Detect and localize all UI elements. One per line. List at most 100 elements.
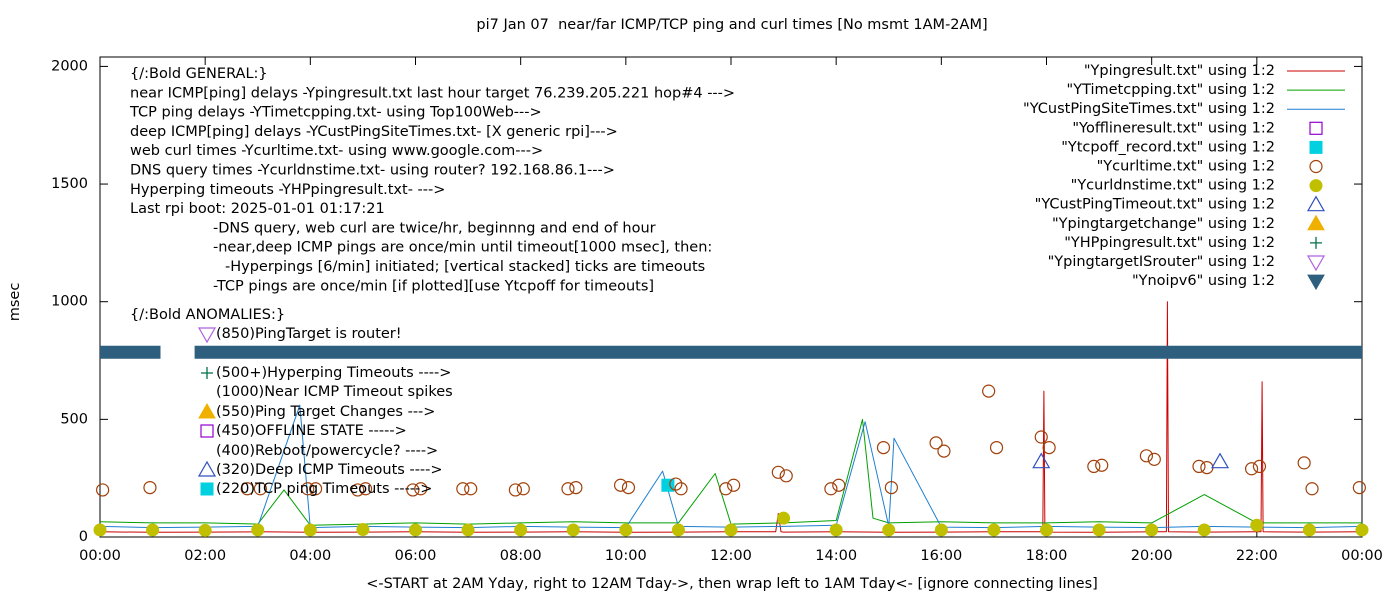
legend-label: "Yofflineresult.txt" using 1:2 — [1072, 120, 1275, 136]
point — [613, 478, 628, 492]
point — [621, 480, 636, 495]
point — [514, 523, 528, 537]
legend-swatch — [1307, 274, 1325, 291]
point — [1244, 462, 1259, 476]
legend-label: "YCustPingSiteTimes.txt" using 1:2 — [1023, 101, 1275, 117]
annotation-marker — [197, 460, 217, 477]
annotation: (850)PingTarget is router! — [216, 326, 402, 342]
point — [771, 465, 785, 479]
point — [1095, 458, 1109, 472]
annotation: DNS query times -Ycurldnstime.txt- using… — [130, 163, 615, 179]
point — [146, 523, 160, 537]
y-tick-label: 0 — [79, 529, 88, 545]
x-tick-label: 20:00 — [1131, 548, 1173, 564]
annotation: web curl times -Ycurltime.txt- using www… — [130, 143, 543, 159]
annotation: (1000)Near ICMP Timeout spikes — [216, 384, 453, 400]
legend-swatch — [1309, 121, 1323, 135]
annotation: Hyperping timeouts -YHPpingresult.txt- -… — [130, 182, 445, 198]
point — [1087, 459, 1101, 474]
point — [93, 523, 107, 537]
x-tick-label: 16:00 — [920, 548, 962, 564]
annotation: -DNS query, web curl are twice/hr, begin… — [213, 220, 656, 236]
point — [937, 444, 951, 458]
legend-swatch — [1310, 236, 1322, 249]
annotation-marker — [197, 327, 217, 344]
x-tick-label: 18:00 — [1026, 548, 1068, 564]
point — [989, 440, 1004, 455]
legend-label: "Ypingresult.txt" using 1:2 — [1084, 63, 1275, 79]
annotation: -near,deep ICMP pings are once/min until… — [213, 240, 712, 256]
point — [1252, 459, 1267, 474]
legend-swatch — [1306, 255, 1326, 272]
point — [198, 523, 212, 537]
point — [301, 482, 315, 496]
x-tick-label: 06:00 — [395, 548, 437, 564]
annotation: deep ICMP[ping] delays -YCustPingSiteTim… — [130, 124, 618, 140]
annotation: (400)Reboot/powercycle? ----> — [216, 443, 438, 459]
point — [1147, 452, 1161, 466]
point — [143, 480, 157, 495]
point — [929, 436, 943, 450]
x-tick-label: 08:00 — [500, 548, 542, 564]
chart-title: pi7 Jan 07 near/far ICMP/TCP ping and cu… — [476, 17, 987, 33]
point — [251, 523, 265, 537]
annotation: -Hyperpings [6/min] initiated; [vertical… — [225, 259, 705, 275]
point — [464, 482, 478, 496]
annotation-marker — [201, 367, 213, 379]
point — [884, 480, 898, 495]
point — [779, 469, 793, 483]
point — [561, 482, 575, 496]
point — [409, 523, 422, 537]
x-tick-label: 04:00 — [289, 548, 331, 564]
annotation: (500+)Hyperping Timeouts ----> — [216, 365, 451, 381]
point — [619, 523, 633, 537]
point — [240, 482, 254, 496]
annotation-marker — [198, 402, 216, 419]
point — [832, 478, 846, 492]
point — [356, 522, 370, 536]
annotation: Last rpi boot: 2025-01-01 01:17:21 — [130, 201, 385, 217]
point — [882, 523, 896, 537]
point — [719, 482, 733, 496]
point — [308, 482, 323, 496]
x-tick-label: 02:00 — [184, 548, 226, 564]
legend-swatch — [1306, 195, 1326, 212]
legend-label: "Ycurldnstime.txt" using 1:2 — [1071, 178, 1275, 194]
point — [1034, 430, 1048, 444]
annotation: TCP ping delays -YTimetcpping.txt- using… — [129, 105, 542, 121]
annotation: -TCP pings are once/min [if plotted][use… — [213, 278, 654, 294]
point — [777, 511, 791, 525]
point — [1210, 452, 1230, 469]
point — [1042, 440, 1056, 455]
point — [566, 523, 580, 537]
point — [934, 523, 948, 537]
point — [1355, 523, 1369, 537]
point — [727, 478, 741, 492]
point — [1040, 523, 1053, 537]
point — [569, 480, 583, 495]
point — [1032, 452, 1051, 469]
annotation-marker — [200, 482, 214, 496]
legend-label: "YHPpingresult.txt" using 1:2 — [1064, 235, 1275, 251]
annotation: (320)Deep ICMP Timeouts ----> — [216, 462, 443, 478]
point — [1192, 459, 1206, 474]
x-tick-label: 00:00 — [1341, 548, 1383, 564]
point — [1139, 449, 1154, 463]
point — [414, 482, 428, 496]
point — [358, 482, 373, 496]
point — [351, 483, 365, 497]
y-tick-label: 2000 — [51, 58, 88, 74]
annotation: (550)Ping Target Changes ---> — [216, 404, 435, 420]
x-axis-label: <-START at 2AM Yday, right to 12AM Tday-… — [366, 576, 1098, 592]
point — [253, 482, 267, 496]
point — [1197, 523, 1211, 537]
point — [824, 482, 838, 496]
legend-label: "YCustPingTimeout.txt" using 1:2 — [1035, 197, 1275, 213]
point — [876, 440, 891, 455]
point — [406, 483, 420, 497]
point — [1092, 523, 1106, 537]
point — [303, 523, 317, 537]
y-axis-label: msec — [7, 283, 23, 322]
legend-label: "YpingtargetISrouter" using 1:2 — [1048, 254, 1275, 270]
point — [674, 482, 688, 496]
